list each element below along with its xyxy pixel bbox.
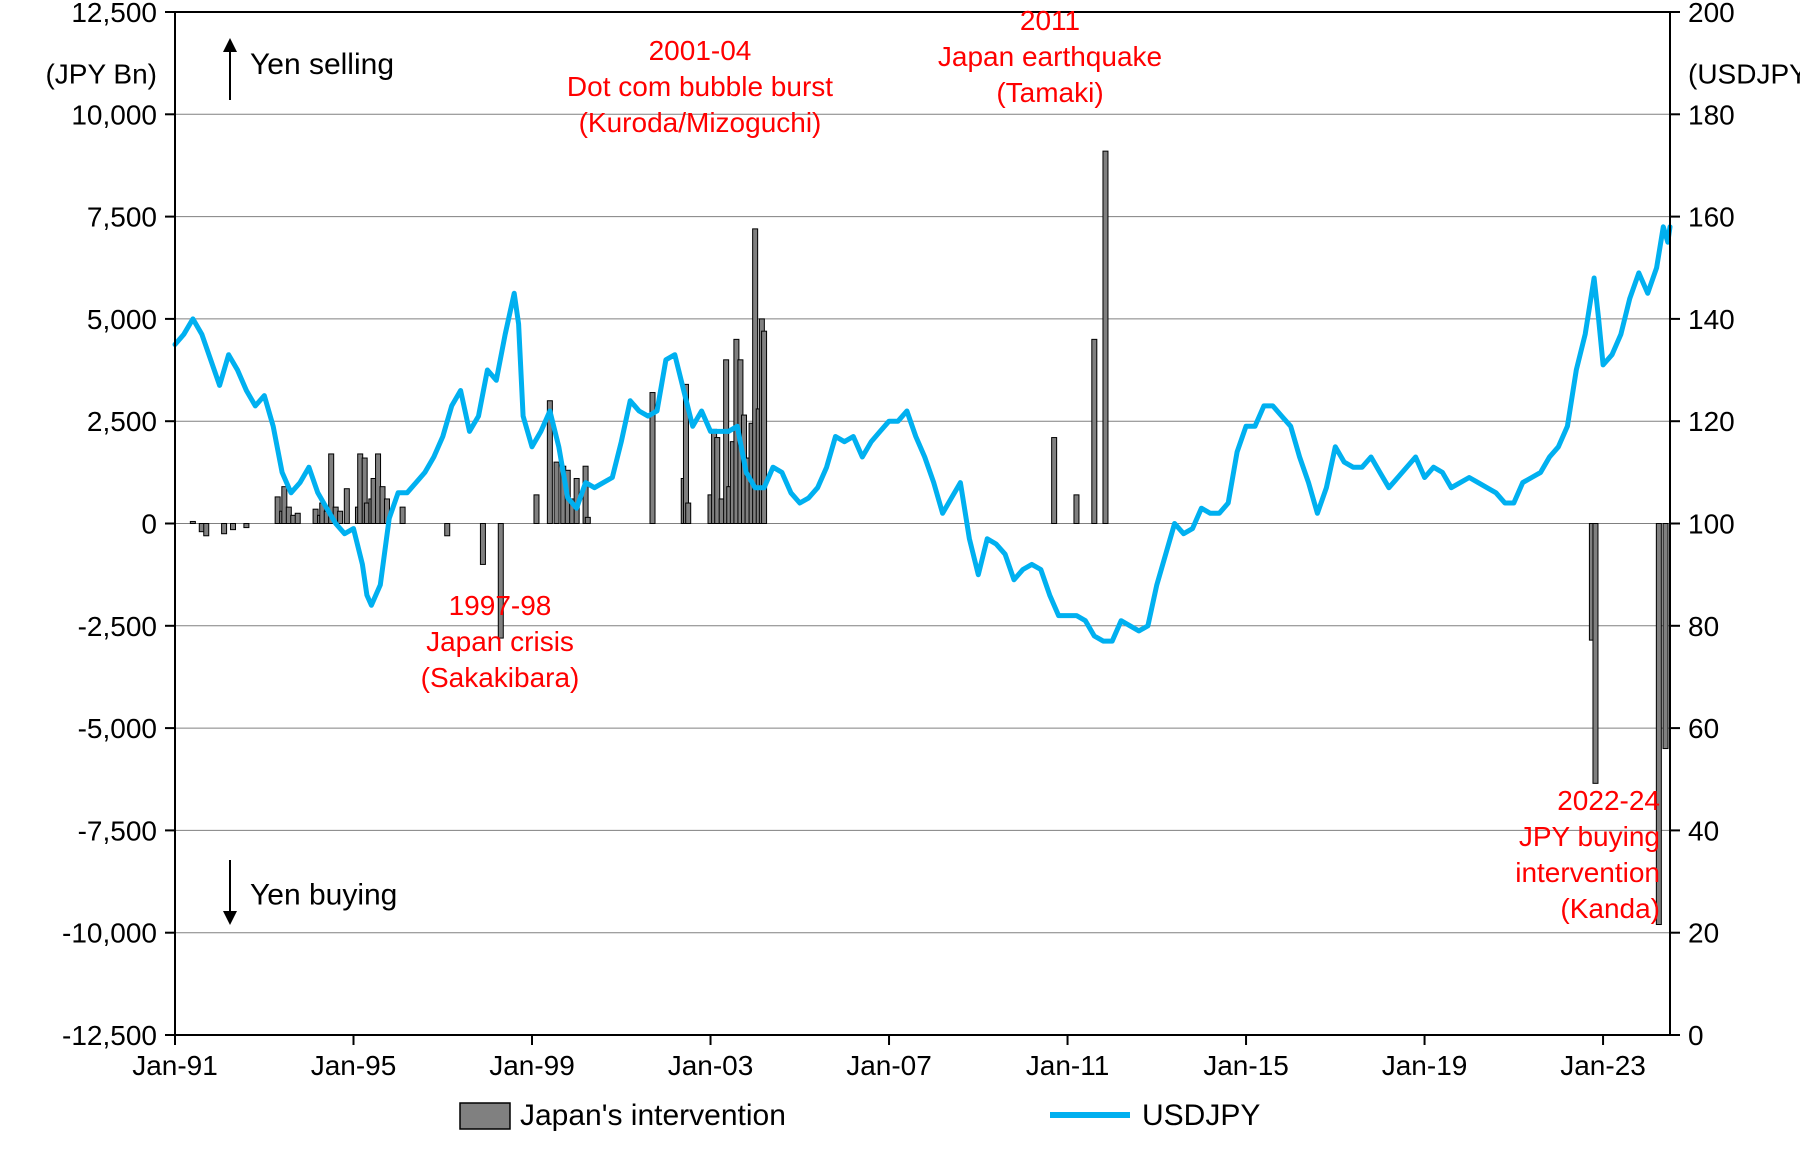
y-left-unit-label: (JPY Bn) [45,58,157,89]
intervention-bar [534,495,539,524]
y-right-tick-label: 20 [1688,918,1719,949]
y-left-tick-label: -2,500 [78,611,157,642]
intervention-bar [222,524,227,534]
chart-container: Jan-91 Jan-95 Jan-99 Jan-03 Jan-07 Jan-11 Jan-… [0,0,1800,1157]
intervention-bar [585,517,590,523]
y-left-tick-label: 5,000 [87,304,157,335]
x-tick-label: Jan-99 [489,1050,575,1081]
chart-svg: Jan-91 Jan-95 Jan-99 Jan-03 Jan-07 Jan-11 Jan-… [0,0,1800,1157]
x-tick-label: Jan-07 [846,1050,932,1081]
annotation-crisis-9798: 1997-98 [449,590,552,621]
x-tick-label: Jan-15 [1203,1050,1289,1081]
y-right-tick-label: 160 [1688,202,1735,233]
y-left-tick-label: -7,500 [78,815,157,846]
intervention-bar [1663,524,1668,749]
y-right-tick-label: 140 [1688,304,1735,335]
intervention-bar [400,507,405,523]
x-tick-label: Jan-19 [1382,1050,1468,1081]
x-tick-label: Jan-91 [132,1050,218,1081]
y-left-tick-label: 0 [141,509,157,540]
intervention-bar [231,524,236,530]
bars-group [190,151,1668,924]
legend-label-usdjpy: USDJPY [1142,1099,1260,1132]
intervention-bar [204,524,209,536]
y-left-tick-label: 7,500 [87,202,157,233]
annotation-crisis-9798: Japan crisis [426,626,574,657]
annotation-crisis-9798: (Sakakibara) [421,662,580,693]
y-right-tick-label: 120 [1688,406,1735,437]
y-right-tick-label: 180 [1688,99,1735,130]
annotation-dotcom-0104: 2001-04 [649,35,752,66]
usdjpy-line [175,227,1670,641]
annotation-eq-2011: Japan earthquake [938,41,1162,72]
annotation-kanda-2224: (Kanda) [1560,893,1660,924]
intervention-bar [190,521,195,523]
yen-selling-label: Yen selling [250,48,394,81]
x-tick-label: Jan-03 [668,1050,754,1081]
intervention-bar [554,462,559,523]
y-left-tick-label: 12,500 [71,0,157,28]
intervention-bar [1092,339,1097,523]
intervention-bar [344,489,349,524]
y-right-unit-label: (USDJPY) [1688,58,1800,89]
intervention-bar [338,511,343,523]
intervention-bar [686,503,691,523]
annotation-dotcom-0104: Dot com bubble burst [567,71,833,102]
annotation-kanda-2224: 2022-24 [1557,785,1660,816]
y-right-tick-label: 0 [1688,1020,1704,1051]
annotation-kanda-2224: intervention [1515,857,1660,888]
intervention-bar [295,513,300,523]
annotation-eq-2011: (Tamaki) [996,77,1103,108]
intervention-bar [1074,495,1079,524]
x-tick-label: Jan-95 [311,1050,397,1081]
intervention-bar [1593,524,1598,784]
y-right-tick-label: 100 [1688,509,1735,540]
intervention-bar [762,331,767,523]
legend-swatch-bar [460,1103,510,1129]
arrow-up-head-icon [223,38,237,52]
intervention-bar [1103,151,1108,523]
y-left-tick-label: -5,000 [78,713,157,744]
y-left-tick-label: -10,000 [62,918,157,949]
y-right-tick-label: 200 [1688,0,1735,28]
intervention-bar [480,524,485,565]
intervention-bar [445,524,450,536]
y-right-tick-label: 60 [1688,713,1719,744]
y-left-tick-label: -12,500 [62,1020,157,1051]
y-right-tick-label: 40 [1688,815,1719,846]
annotation-eq-2011: 2011 [1020,5,1080,36]
arrow-down-head-icon [223,911,237,925]
y-right-tick-label: 80 [1688,611,1719,642]
legend-label-intervention: Japan's intervention [520,1099,786,1132]
x-tick-label: Jan-23 [1560,1050,1646,1081]
intervention-bar [1052,438,1057,524]
y-left-tick-label: 2,500 [87,406,157,437]
x-tick-label: Jan-11 [1026,1050,1110,1081]
y-left-tick-label: 10,000 [71,99,157,130]
annotation-kanda-2224: JPY buying [1519,821,1660,852]
intervention-bar [244,524,249,528]
yen-buying-label: Yen buying [250,879,397,912]
annotation-dotcom-0104: (Kuroda/Mizoguchi) [579,107,822,138]
